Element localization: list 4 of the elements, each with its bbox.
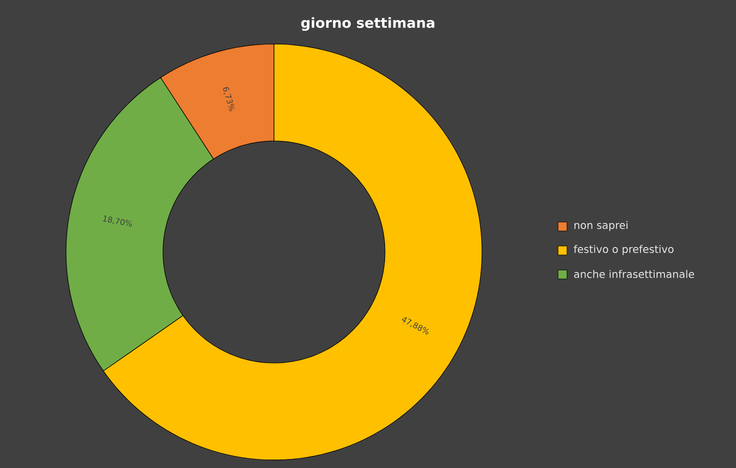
chart-title: giorno settimana xyxy=(301,17,434,31)
legend-label: non saprei xyxy=(574,220,628,232)
legend-label: anche infrasettimanale xyxy=(574,270,694,278)
legend-label: festivo o prefestivo xyxy=(574,244,674,256)
